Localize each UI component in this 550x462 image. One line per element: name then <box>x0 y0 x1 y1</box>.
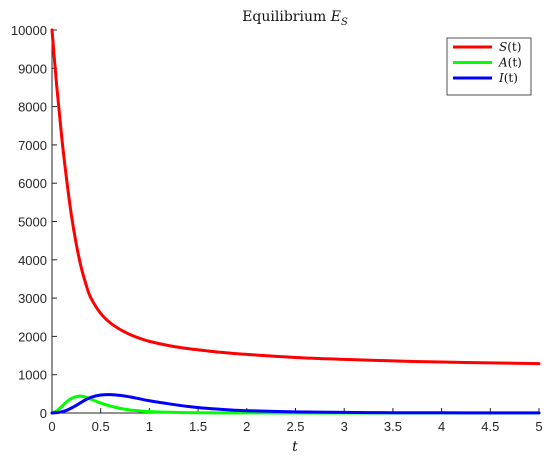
x-tick-label: 2 <box>243 419 250 434</box>
chart-title: Equilibrium ES <box>242 9 348 28</box>
x-tick-label: 0.5 <box>92 419 110 434</box>
y-tick-label: 8000 <box>18 100 47 115</box>
y-tick-label: 5000 <box>18 215 47 230</box>
y-tick-label: 9000 <box>18 61 47 76</box>
legend: S(t) A(t)I(t) <box>446 37 532 96</box>
legend-entry-i: I(t) <box>453 71 518 85</box>
y-tick-label: 7000 <box>18 138 47 153</box>
x-tick-label: 0 <box>48 419 55 434</box>
x-axis-ticks: 0 0.5 1 1.5 2 2.5 3 3.5 4 4.5 5 <box>48 408 543 434</box>
series-group <box>50 28 541 415</box>
y-tick-label: 10000 <box>11 23 47 38</box>
y-tick-label: 3000 <box>18 291 47 306</box>
x-tick-label: 2.5 <box>286 419 304 434</box>
y-tick-label: 6000 <box>18 176 47 191</box>
x-tick-label: 4 <box>438 419 445 434</box>
y-tick-label: 2000 <box>18 329 47 344</box>
y-axis-ticks: 0 1000 2000 3000 4000 5000 6000 7000 8000 9000 100… <box>11 23 57 421</box>
series-line-s <box>50 28 541 366</box>
legend-label: S(t) <box>499 40 521 54</box>
y-tick-label: 1000 <box>18 368 47 383</box>
x-tick-label: 1 <box>146 419 153 434</box>
x-tick-label: 3 <box>341 419 348 434</box>
chart-title-subscript: S <box>341 17 348 28</box>
x-tick-label: 3.5 <box>384 419 402 434</box>
chart-title-symbol: E <box>330 9 341 25</box>
series-line-i <box>50 393 541 415</box>
x-tick-label: 5 <box>535 419 542 434</box>
legend-entry-a: A(t) <box>453 56 522 70</box>
legend-label: A(t) <box>498 56 522 70</box>
y-tick-label: 0 <box>40 406 47 421</box>
chart-title-main: Equilibrium <box>242 9 331 25</box>
legend-entry-s: S(t) <box>453 40 521 54</box>
x-tick-label: 4.5 <box>481 419 499 434</box>
x-tick-label: 1.5 <box>189 419 207 434</box>
y-tick-label: 4000 <box>18 253 47 268</box>
x-axis-label: t <box>292 439 298 455</box>
legend-label: I(t) <box>498 71 518 85</box>
